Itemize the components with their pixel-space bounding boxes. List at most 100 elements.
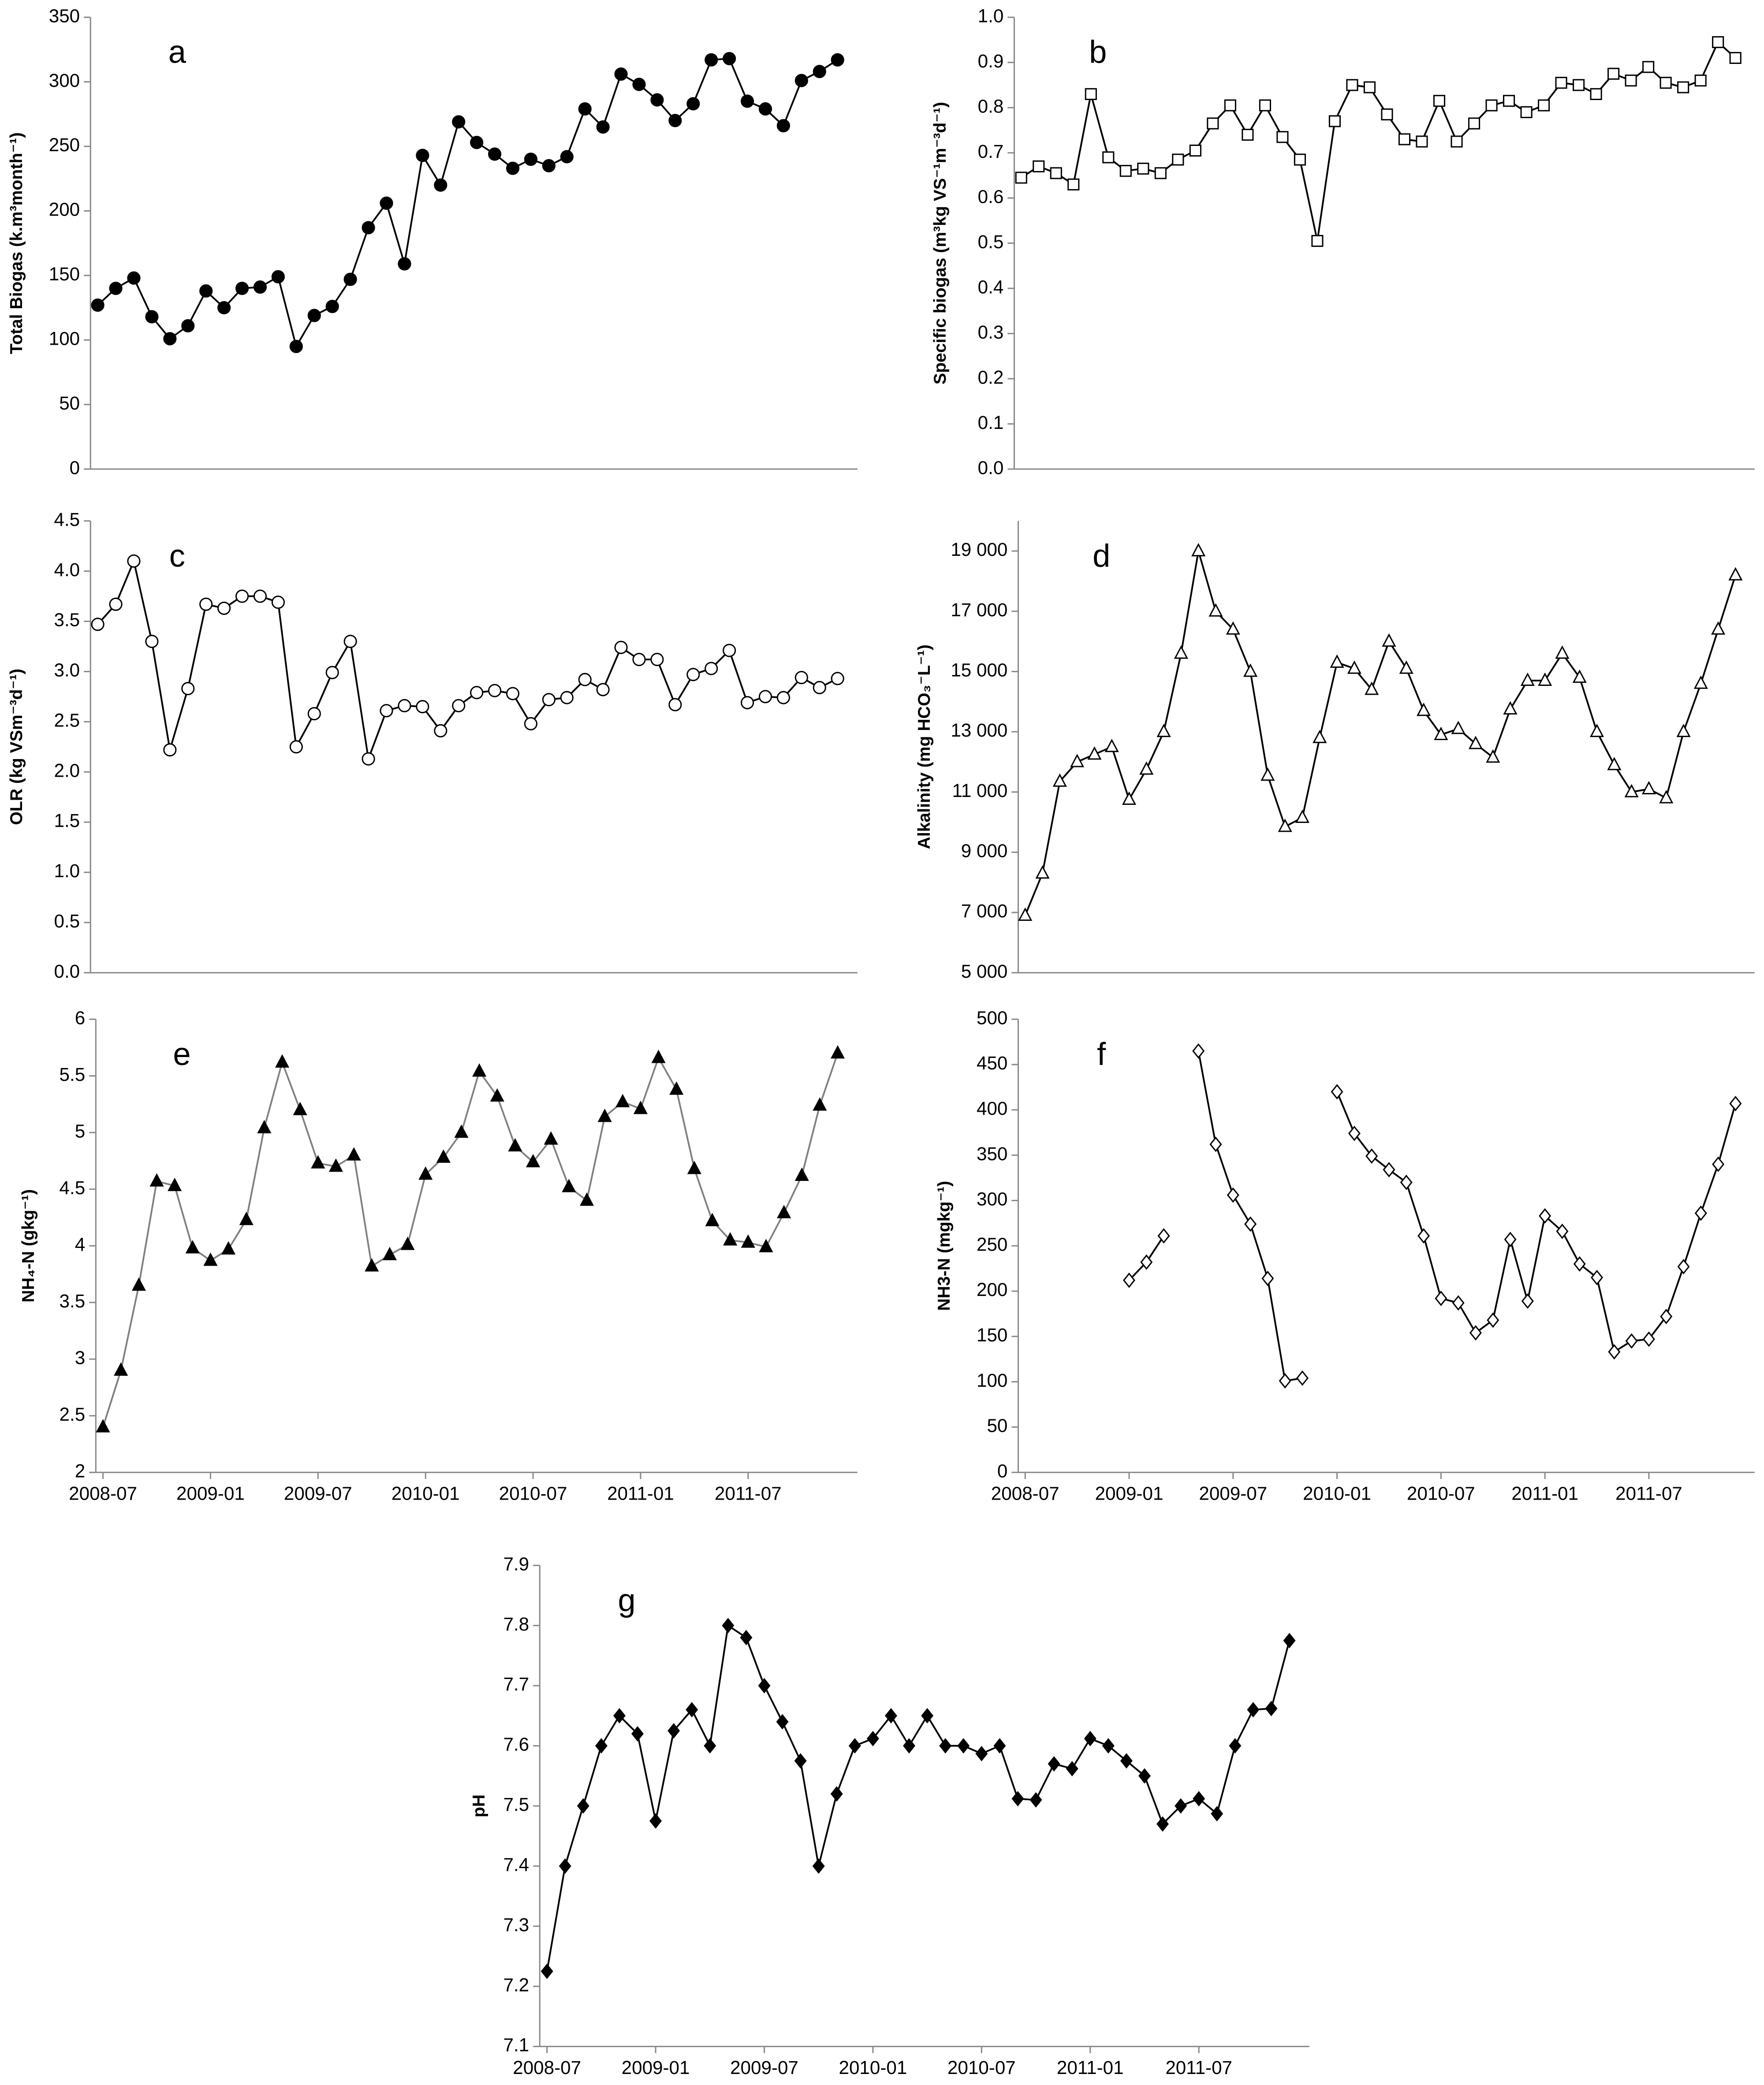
marker — [1029, 1792, 1042, 1808]
marker — [470, 136, 484, 149]
marker — [704, 1738, 716, 1754]
marker — [524, 153, 537, 166]
marker — [362, 221, 375, 235]
marker — [362, 752, 375, 766]
x-tick-label: 2010-07 — [1407, 1483, 1475, 1504]
marker — [91, 618, 104, 631]
marker — [794, 1167, 809, 1181]
x-tick-label: 2010-01 — [839, 2057, 907, 2078]
x-tick-label: 2010-01 — [392, 1483, 460, 1504]
marker — [831, 672, 844, 685]
marker — [434, 724, 448, 737]
marker — [542, 159, 556, 173]
marker — [163, 743, 177, 757]
marker — [271, 596, 285, 609]
marker — [632, 653, 646, 666]
y-tick-label: 13 000 — [951, 720, 1007, 741]
y-axis-label: Alkalinity (mg HCO₃⁻L⁻¹) — [915, 644, 934, 849]
marker — [253, 589, 267, 603]
marker — [1677, 1259, 1690, 1275]
marker — [794, 671, 808, 685]
marker — [416, 700, 429, 714]
marker — [1381, 108, 1393, 121]
marker — [1175, 1798, 1187, 1814]
marker — [650, 93, 664, 107]
marker — [1156, 1816, 1169, 1832]
y-tick-label: 2.0 — [54, 760, 80, 781]
y-tick-label: 50 — [987, 1415, 1007, 1436]
marker — [1259, 99, 1271, 112]
y-tick-label: 7.1 — [503, 2035, 529, 2055]
marker — [1503, 701, 1518, 715]
marker — [668, 114, 682, 127]
marker — [1172, 153, 1184, 166]
y-tick-label: 0.3 — [978, 322, 1004, 343]
marker — [221, 1241, 236, 1255]
marker — [1137, 162, 1149, 175]
marker — [1572, 669, 1587, 683]
marker — [1226, 621, 1240, 635]
marker — [96, 1419, 110, 1433]
x-tick-label: 2010-01 — [1303, 1483, 1371, 1504]
marker — [921, 1708, 934, 1724]
marker — [1555, 77, 1567, 89]
marker — [1485, 99, 1498, 112]
marker — [831, 53, 844, 67]
marker — [1451, 720, 1466, 734]
marker — [939, 1738, 952, 1754]
y-tick-label: 17 000 — [951, 599, 1007, 620]
marker — [271, 270, 285, 283]
marker — [380, 704, 393, 718]
marker — [1033, 160, 1045, 173]
marker — [812, 1858, 825, 1874]
marker — [1607, 67, 1620, 80]
marker — [343, 272, 357, 286]
marker — [109, 597, 123, 611]
marker — [145, 635, 159, 648]
marker — [127, 271, 141, 285]
marker — [149, 1173, 164, 1187]
marker — [613, 1708, 626, 1724]
y-tick-label: 500 — [977, 1007, 1007, 1028]
marker — [1729, 1095, 1742, 1111]
marker — [632, 78, 646, 91]
marker — [758, 1678, 771, 1694]
marker — [740, 1630, 753, 1646]
marker — [740, 94, 754, 108]
marker — [365, 1258, 379, 1272]
y-tick-label: 350 — [49, 5, 80, 26]
marker — [1693, 675, 1708, 689]
series-line — [97, 558, 838, 763]
marker — [1193, 1791, 1205, 1807]
y-tick-label: 0.6 — [978, 186, 1004, 207]
panel-label: g — [618, 1583, 635, 1618]
marker — [185, 1240, 200, 1254]
marker — [705, 662, 718, 675]
marker — [668, 698, 682, 711]
marker — [577, 1798, 589, 1814]
x-tick-label: 2009-07 — [284, 1483, 352, 1504]
marker — [275, 1054, 290, 1068]
marker — [723, 1232, 738, 1246]
marker — [1382, 633, 1396, 647]
marker — [1050, 167, 1062, 179]
marker — [434, 178, 448, 192]
y-tick-label: 100 — [977, 1370, 1007, 1391]
marker — [1139, 761, 1154, 775]
marker — [181, 319, 195, 333]
x-tick-label: 2011-07 — [1615, 1483, 1682, 1504]
marker — [758, 102, 772, 116]
y-tick-label: 4 — [75, 1234, 85, 1255]
marker — [1294, 153, 1306, 166]
marker — [347, 1147, 361, 1161]
marker — [1123, 1272, 1135, 1288]
marker — [975, 1746, 988, 1761]
y-tick-label: 15 000 — [951, 660, 1007, 681]
marker — [311, 1155, 325, 1169]
marker — [794, 74, 808, 87]
marker — [1035, 865, 1050, 879]
marker — [1556, 1223, 1569, 1239]
marker — [1538, 672, 1552, 686]
